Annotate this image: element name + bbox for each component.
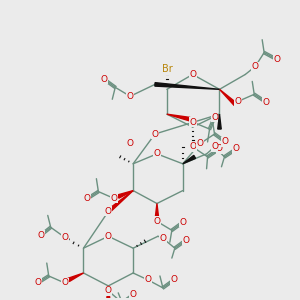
Text: Br: Br <box>161 64 172 74</box>
Text: O: O <box>274 55 280 64</box>
Text: O: O <box>233 144 240 153</box>
Text: O: O <box>159 234 167 243</box>
Text: O: O <box>37 231 44 240</box>
Text: O: O <box>252 62 259 71</box>
Polygon shape <box>220 89 237 106</box>
Text: O: O <box>127 92 134 101</box>
Text: O: O <box>61 278 68 287</box>
Text: O: O <box>216 144 223 153</box>
Text: O: O <box>101 75 108 84</box>
Text: O: O <box>211 112 218 122</box>
Text: O: O <box>189 118 196 127</box>
Text: O: O <box>235 97 242 106</box>
Text: O: O <box>34 278 41 287</box>
Text: O: O <box>211 142 218 152</box>
Polygon shape <box>155 82 220 89</box>
Text: O: O <box>189 70 196 79</box>
Polygon shape <box>106 286 110 300</box>
Polygon shape <box>107 190 133 213</box>
Polygon shape <box>68 273 83 281</box>
Text: O: O <box>111 194 118 203</box>
Text: O: O <box>152 130 158 139</box>
Text: O: O <box>105 286 112 296</box>
Text: O: O <box>84 194 91 203</box>
Text: O: O <box>153 149 161 158</box>
Polygon shape <box>183 155 196 164</box>
Text: O: O <box>196 140 203 148</box>
Text: O: O <box>182 236 189 245</box>
Polygon shape <box>118 190 133 198</box>
Text: O: O <box>262 98 270 107</box>
Text: O: O <box>61 233 68 242</box>
Polygon shape <box>167 114 190 121</box>
Text: O: O <box>105 207 112 216</box>
Text: O: O <box>189 142 196 152</box>
Text: O: O <box>170 275 177 284</box>
Text: O: O <box>222 137 229 146</box>
Text: O: O <box>153 217 161 226</box>
Polygon shape <box>218 114 221 129</box>
Text: O: O <box>145 275 152 284</box>
Text: O: O <box>179 218 186 227</box>
Text: O: O <box>130 290 136 299</box>
Text: O: O <box>105 232 112 241</box>
Text: O: O <box>127 140 134 148</box>
Polygon shape <box>155 203 159 218</box>
